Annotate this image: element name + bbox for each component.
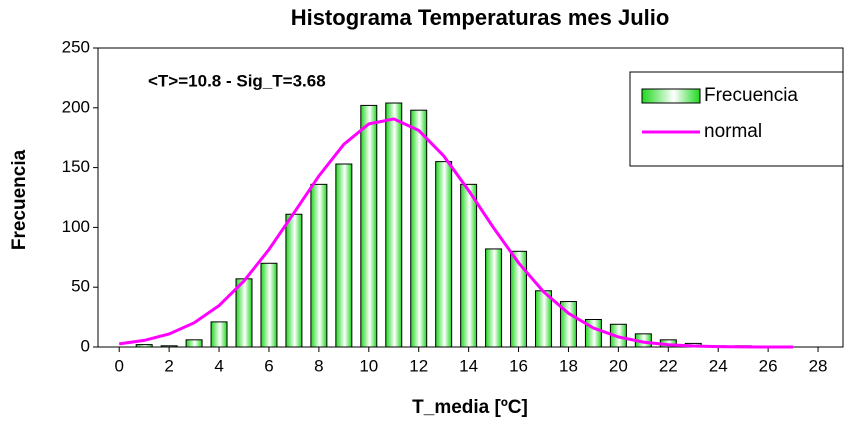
bar: [410, 109, 428, 348]
x-tick-label: 10: [359, 356, 378, 375]
legend-swatch: [641, 88, 701, 104]
x-tick-label: 2: [164, 356, 173, 375]
bar: [435, 161, 453, 348]
line: [119, 117, 794, 349]
x-tick-label: 26: [759, 356, 778, 375]
bar: [335, 163, 353, 348]
bar: [559, 301, 577, 348]
legend-label: Frecuencia: [704, 85, 798, 106]
bar: [310, 183, 328, 348]
x-axis-label: T_media [ºC]: [412, 397, 528, 418]
bar: [235, 278, 253, 348]
x-tick-label: 24: [709, 356, 728, 375]
bar: [385, 102, 403, 348]
y-tick-label: 0: [81, 336, 90, 355]
bar: [485, 248, 503, 348]
x-tick-label: 16: [509, 356, 528, 375]
x-tick-label: 22: [659, 356, 678, 375]
y-tick-label: 150: [62, 157, 90, 176]
y-tick-label: 250: [62, 37, 90, 56]
bar: [510, 250, 528, 348]
bar: [160, 345, 178, 348]
y-axis-label: Frecuencia: [9, 149, 30, 250]
bar: [535, 290, 552, 348]
legend-label: normal: [704, 121, 762, 142]
bar: [135, 344, 153, 348]
x-tick-label: 4: [214, 356, 223, 375]
bar: [360, 104, 378, 348]
y-tick-label: 100: [62, 217, 90, 236]
x-tick-label: 18: [559, 356, 578, 375]
x-tick-label: 6: [264, 356, 273, 375]
chart-title: Histograma Temperaturas mes Julio: [291, 5, 670, 30]
x-tick-label: 20: [609, 356, 628, 375]
bar: [260, 262, 278, 348]
bar: [460, 183, 478, 348]
y-tick-label: 200: [62, 97, 90, 116]
x-tick-label: 14: [459, 356, 478, 375]
bar: [185, 339, 203, 348]
x-tick-label: 28: [809, 356, 828, 375]
bar: [285, 213, 303, 348]
legend-box: [629, 71, 844, 167]
bar: [210, 321, 228, 348]
y-tick-label: 50: [71, 277, 90, 296]
x-tick-label: 0: [114, 356, 123, 375]
x-tick-label: 12: [409, 356, 428, 375]
annotation: <T>=10.8 - Sig_T=3.68: [148, 71, 326, 90]
x-tick-label: 8: [314, 356, 323, 375]
